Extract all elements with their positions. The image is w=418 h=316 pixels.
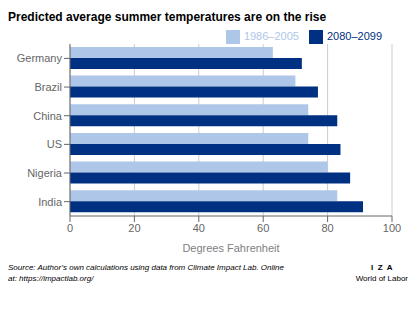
html-text:World of Labor: World of Labor <box>355 274 408 283</box>
svg-text:China: China <box>33 110 63 122</box>
svg-text:100: 100 <box>383 222 401 234</box>
svg-text:40: 40 <box>193 222 205 234</box>
svg-text:Germany: Germany <box>17 52 63 64</box>
html-text:Predicted average summer tempe: Predicted average summer temperatures ar… <box>8 10 327 24</box>
html-text:Source: Author’s own calculati: Source: Author’s own calculations using … <box>8 263 284 272</box>
svg-text:60: 60 <box>257 222 269 234</box>
html-text:I Z A: I Z A <box>371 263 393 272</box>
html-text:1986–2005: 1986–2005 <box>243 30 299 42</box>
svg-text:US: US <box>47 138 62 150</box>
svg-text:20: 20 <box>128 222 140 234</box>
svg-text:80: 80 <box>321 222 333 234</box>
svg-text:Brazil: Brazil <box>34 81 62 93</box>
html-text:2080–2099: 2080–2099 <box>326 30 382 42</box>
svg-text:0: 0 <box>67 222 73 234</box>
html-text:at: https://impactlab.org/: at: https://impactlab.org/ <box>8 274 94 283</box>
svg-text:Degrees Fahrenheit: Degrees Fahrenheit <box>182 242 279 254</box>
svg-text:Nigeria: Nigeria <box>27 167 63 179</box>
svg-text:India: India <box>38 196 63 208</box>
